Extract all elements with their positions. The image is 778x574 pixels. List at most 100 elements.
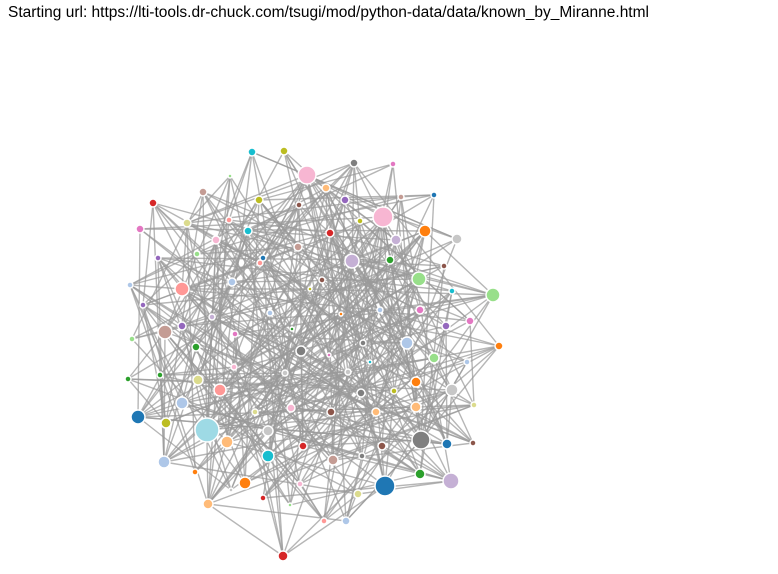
graph-node[interactable] (326, 352, 332, 358)
graph-node[interactable] (367, 359, 373, 365)
graph-node[interactable] (193, 250, 201, 258)
graph-node[interactable] (230, 363, 238, 371)
graph-node[interactable] (440, 262, 448, 270)
graph-node[interactable] (139, 301, 147, 309)
graph-node[interactable] (156, 371, 164, 379)
graph-node[interactable] (414, 468, 426, 480)
graph-node[interactable] (320, 517, 328, 525)
graph-node[interactable] (277, 550, 289, 562)
graph-node[interactable] (469, 439, 477, 447)
graph-node[interactable] (198, 187, 208, 197)
graph-node[interactable] (259, 494, 267, 502)
graph-node[interactable] (157, 324, 173, 340)
graph-node[interactable] (298, 441, 308, 451)
graph-node[interactable] (148, 198, 158, 208)
graph-node[interactable] (297, 165, 317, 185)
graph-node[interactable] (296, 480, 304, 488)
graph-node[interactable] (202, 498, 214, 510)
graph-node[interactable] (326, 407, 336, 417)
graph-node[interactable] (289, 326, 295, 332)
graph-node[interactable] (177, 321, 187, 331)
graph-node[interactable] (325, 228, 335, 238)
graph-node[interactable] (287, 502, 293, 508)
graph-node[interactable] (463, 358, 471, 366)
graph-node[interactable] (307, 286, 313, 292)
graph-node[interactable] (470, 401, 478, 409)
graph-node[interactable] (318, 276, 326, 284)
graph-node[interactable] (397, 193, 405, 201)
graph-node[interactable] (192, 374, 204, 386)
graph-node[interactable] (340, 195, 350, 205)
graph-node[interactable] (385, 255, 395, 265)
graph-node[interactable] (349, 158, 359, 168)
graph-node[interactable] (191, 468, 199, 476)
graph-node[interactable] (410, 376, 422, 388)
graph-node[interactable] (130, 409, 146, 425)
graph-node[interactable] (227, 277, 237, 287)
graph-node[interactable] (400, 336, 414, 350)
graph-node[interactable] (293, 242, 303, 252)
graph-node[interactable] (344, 368, 352, 376)
graph-node[interactable] (371, 407, 381, 417)
graph-node[interactable] (353, 489, 363, 499)
graph-node[interactable] (261, 449, 275, 463)
graph-node[interactable] (451, 233, 463, 245)
graph-node[interactable] (377, 441, 387, 451)
graph-node[interactable] (225, 216, 233, 224)
graph-node[interactable] (356, 388, 366, 398)
graph-node[interactable] (390, 234, 402, 246)
graph-node[interactable] (410, 401, 422, 413)
graph-node[interactable] (175, 396, 189, 410)
graph-node[interactable] (211, 235, 221, 245)
graph-node[interactable] (231, 330, 239, 338)
graph-node[interactable] (295, 345, 307, 357)
graph-node[interactable] (374, 475, 396, 497)
graph-node[interactable] (213, 383, 227, 397)
graph-node[interactable] (160, 417, 172, 429)
graph-node[interactable] (415, 305, 425, 315)
graph-node[interactable] (228, 487, 234, 493)
graph-node[interactable] (174, 281, 190, 297)
graph-node[interactable] (448, 287, 456, 295)
graph-node[interactable] (418, 224, 432, 238)
graph-node[interactable] (344, 253, 360, 269)
graph-node[interactable] (338, 311, 344, 317)
graph-node[interactable] (341, 516, 351, 526)
graph-node[interactable] (194, 417, 220, 443)
graph-node[interactable] (411, 430, 431, 450)
graph-node[interactable] (247, 147, 257, 157)
graph-node[interactable] (428, 352, 440, 364)
graph-node[interactable] (327, 454, 339, 466)
graph-node[interactable] (208, 313, 216, 321)
graph-node[interactable] (128, 335, 136, 343)
graph-node[interactable] (279, 146, 289, 156)
graph-node[interactable] (238, 476, 252, 490)
graph-node[interactable] (389, 160, 397, 168)
graph-node[interactable] (154, 254, 162, 262)
graph-node[interactable] (358, 452, 366, 460)
graph-node[interactable] (124, 375, 132, 383)
graph-node[interactable] (430, 191, 438, 199)
graph-node[interactable] (442, 472, 460, 490)
graph-node[interactable] (243, 226, 253, 236)
graph-node[interactable] (262, 425, 274, 437)
graph-node[interactable] (390, 387, 398, 395)
graph-node[interactable] (126, 281, 134, 289)
graph-node[interactable] (465, 316, 475, 326)
graph-node[interactable] (266, 309, 274, 317)
graph-node[interactable] (220, 435, 234, 449)
graph-node[interactable] (494, 341, 504, 351)
graph-node[interactable] (372, 206, 394, 228)
graph-node[interactable] (256, 259, 264, 267)
graph-node[interactable] (251, 408, 259, 416)
graph-node[interactable] (281, 369, 289, 377)
graph-node[interactable] (182, 218, 192, 228)
graph-node[interactable] (295, 201, 303, 209)
graph-node[interactable] (286, 403, 296, 413)
graph-node[interactable] (441, 321, 451, 331)
graph-node[interactable] (359, 339, 367, 347)
graph-node[interactable] (135, 224, 145, 234)
graph-node[interactable] (254, 195, 264, 205)
graph-node[interactable] (227, 173, 233, 179)
